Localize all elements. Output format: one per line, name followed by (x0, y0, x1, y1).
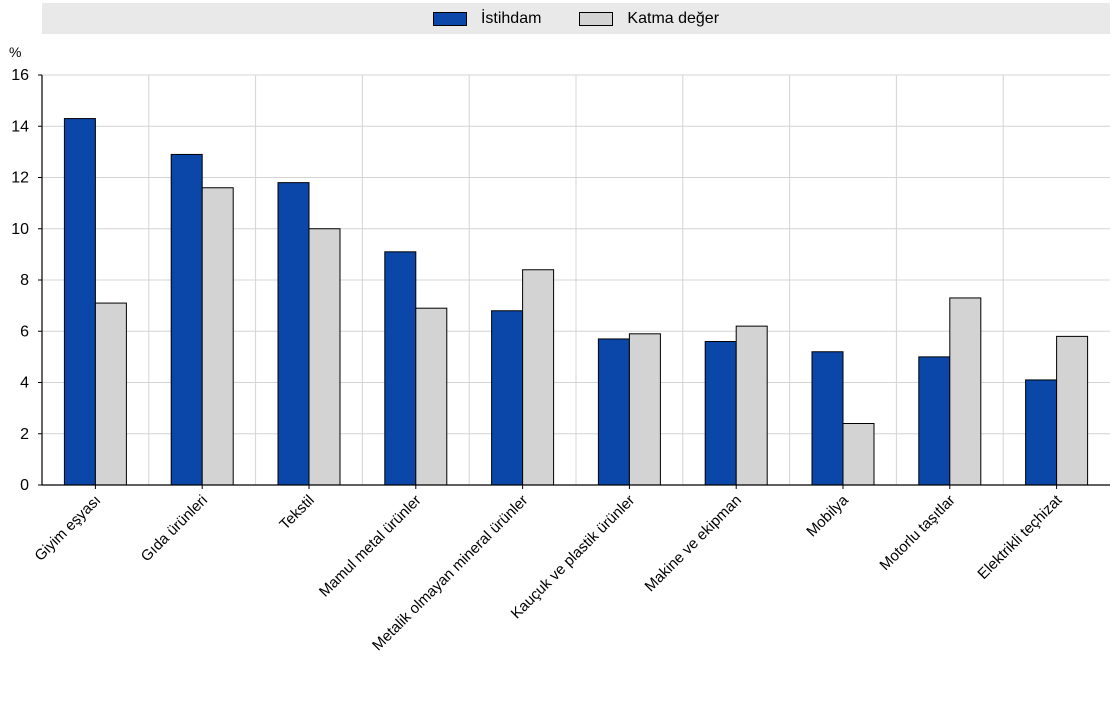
bar-katma-deger-8 (949, 297, 982, 486)
x-tick-label-3: Mamul metal ürünler (316, 492, 425, 601)
y-tick-label-7: 14 (11, 118, 29, 135)
bar-istihdam-4 (491, 310, 524, 486)
x-tick-label-7: Mobilya (803, 491, 852, 540)
x-tick-label-8: Motorlu taşıtlar (876, 492, 958, 574)
x-tick-label-1: Gıda ürünleri (138, 492, 211, 565)
y-tick-label-6: 12 (11, 170, 29, 187)
bar-katma-deger-0 (94, 302, 127, 486)
bar-katma-deger-1 (201, 187, 234, 486)
legend-swatch-katma-deger (579, 11, 614, 26)
legend-item-istihdam: İstihdam (432, 9, 542, 28)
bar-katma-deger-9 (1056, 335, 1089, 486)
bar-istihdam-2 (277, 182, 310, 486)
x-tick-label-9: Elektrikli teçhizat (974, 491, 1066, 583)
y-tick-label-8: 16 (11, 67, 29, 84)
legend-bar: İstihdam Katma değer (42, 3, 1110, 34)
y-tick-label-3: 6 (20, 323, 29, 340)
y-tick-label-1: 2 (20, 426, 29, 443)
bar-katma-deger-6 (735, 325, 768, 486)
bar-istihdam-1 (170, 153, 203, 486)
bar-istihdam-9 (1025, 379, 1058, 486)
bar-istihdam-6 (704, 341, 737, 486)
x-tick-label-6: Makine ve ekipman (642, 492, 745, 595)
x-tick-label-5: Kauçuk ve plastik ürünler (508, 492, 639, 623)
y-tick-label-5: 10 (11, 221, 29, 238)
bar-istihdam-5 (597, 338, 630, 486)
bar-katma-deger-5 (628, 333, 661, 486)
x-tick-label-2: Tekstil (276, 492, 317, 533)
legend-swatch-istihdam (432, 11, 467, 26)
bar-katma-deger-3 (415, 307, 448, 486)
bar-katma-deger-4 (522, 269, 555, 486)
legend-label-istihdam: İstihdam (480, 9, 542, 27)
y-axis-unit: % (9, 44, 22, 60)
y-tick-label-4: 8 (20, 272, 29, 289)
legend: İstihdam Katma değer (42, 3, 1110, 34)
y-tick-label-2: 4 (20, 375, 29, 392)
y-tick-label-0: 0 (20, 477, 29, 494)
bar-istihdam-7 (811, 351, 844, 486)
legend-label-katma-deger: Katma değer (627, 9, 720, 27)
bar-istihdam-0 (63, 118, 96, 486)
bar-istihdam-3 (384, 251, 417, 486)
bar-katma-deger-2 (308, 228, 341, 486)
x-tick-label-0: Giyim eşyası (31, 492, 104, 565)
bar-istihdam-8 (918, 356, 951, 486)
bar-katma-deger-7 (842, 423, 875, 486)
legend-item-katma-deger: Katma değer (579, 10, 719, 28)
